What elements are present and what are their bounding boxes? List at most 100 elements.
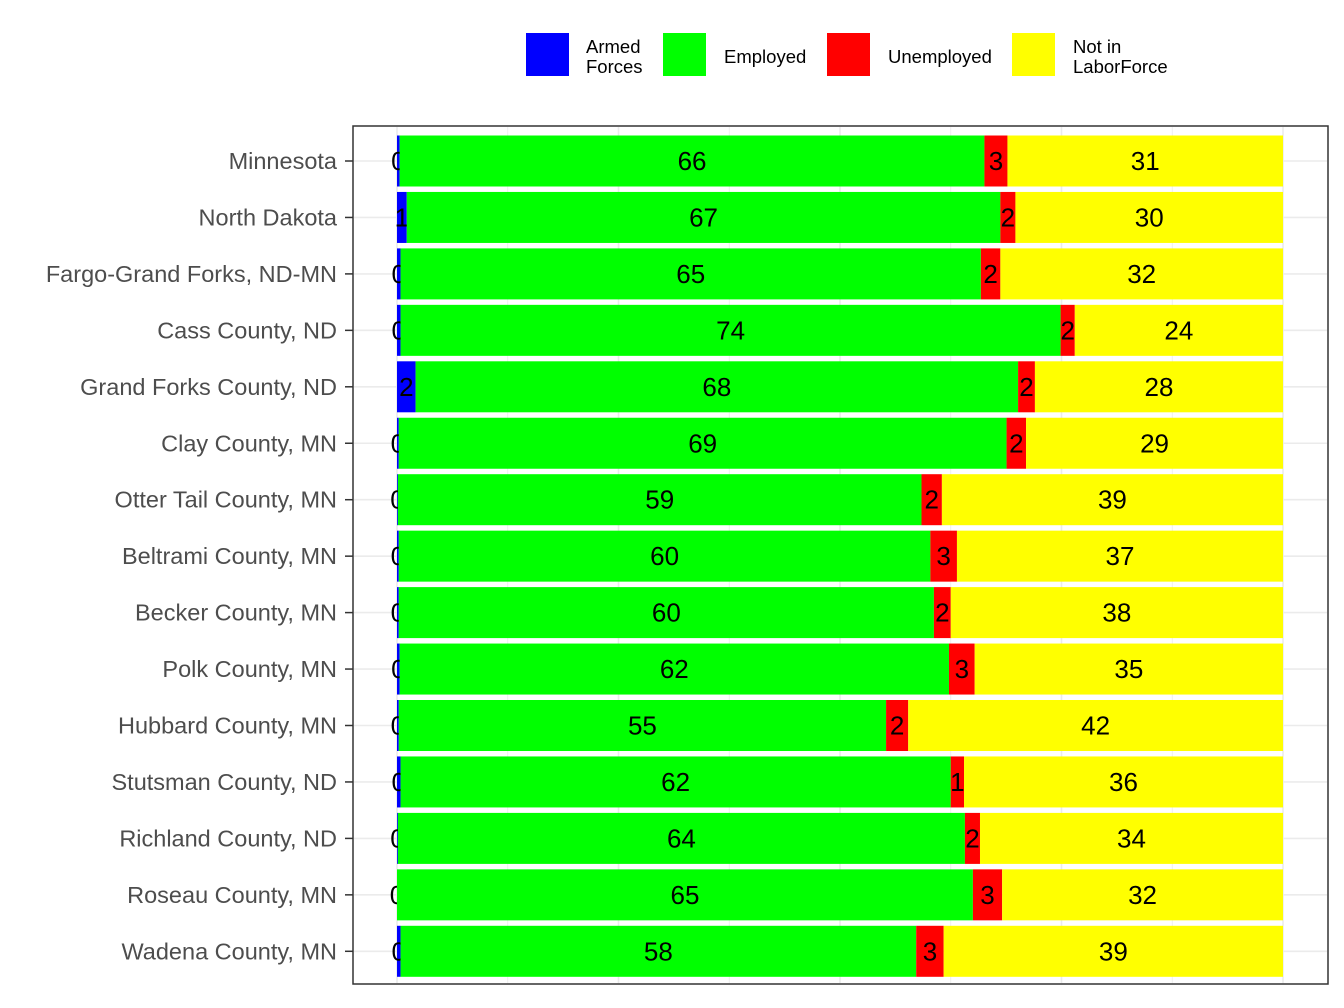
bar-segment-employed	[400, 756, 951, 808]
bar-segment-employed	[400, 304, 1061, 356]
bar-segment-not-in-laborforce	[1007, 135, 1283, 187]
bar-segment-not-in-laborforce	[974, 643, 1283, 695]
legend-label: Unemployed	[888, 46, 992, 67]
bar-segment-employed	[398, 530, 931, 582]
bar-row: 0 64 2 34	[390, 812, 1283, 864]
legend-label: LaborForce	[1073, 56, 1168, 77]
bar-segment-armed-forces	[397, 248, 401, 300]
bar-data-label: 3	[936, 541, 950, 571]
bar-data-label: 32	[1127, 259, 1156, 289]
bar-segment-unemployed	[1006, 417, 1027, 469]
bar-segment-unemployed	[1000, 191, 1016, 243]
bar-segment-not-in-laborforce	[1000, 248, 1283, 300]
bar-segment-not-in-laborforce	[1002, 869, 1283, 921]
y-axis-tick-label: Grand Forks County, ND	[80, 374, 337, 400]
bar-segment-unemployed	[950, 756, 965, 808]
bar-data-label: 32	[1128, 880, 1157, 910]
bar-data-label: 39	[1098, 485, 1127, 515]
bar-row: 065332	[390, 869, 1283, 921]
bar-row: 0 58 3 39	[392, 925, 1283, 977]
bar-segment-employed	[399, 135, 985, 187]
bar-segment-not-in-laborforce	[908, 700, 1283, 751]
bar-row: 1 67 2 30	[395, 191, 1283, 243]
y-axis-tick-label: Minnesota	[229, 148, 338, 174]
bar-data-label: 2	[1019, 372, 1033, 402]
bar-row: 0 62 1 36	[392, 756, 1283, 808]
bar-segment-armed-forces	[397, 191, 407, 243]
legend-label: Armed	[586, 36, 641, 57]
bar-row: 0 74 2 24	[392, 304, 1283, 356]
legend-label: Employed	[724, 46, 806, 67]
bar-data-label: 68	[702, 372, 731, 402]
bar-data-label: 2	[965, 823, 979, 853]
bar-row: 0 62 3 35	[391, 643, 1283, 695]
bar-segment-unemployed	[886, 700, 909, 751]
bar-row: 0 66 3 31	[391, 135, 1283, 187]
bar-segment-not-in-laborforce	[943, 925, 1283, 977]
y-axis-tick-label: Becker County, MN	[135, 600, 337, 626]
bar-data-label: 67	[689, 202, 718, 232]
bar-data-label: 2	[399, 372, 413, 402]
bar-segment-employed	[397, 812, 965, 864]
bar-segment-not-in-laborforce	[1015, 191, 1283, 243]
bar-data-label: 2	[924, 485, 938, 515]
bar-data-label: 2	[935, 598, 949, 628]
bar-segment-unemployed	[933, 587, 951, 639]
legend-label: Forces	[586, 56, 643, 77]
bar-segment-armed-forces	[397, 925, 401, 977]
bar-row: 0 65 2 32	[392, 248, 1283, 300]
bar-segment-employed	[397, 869, 973, 921]
bar-segment-armed-forces	[397, 700, 399, 751]
bar-data-label: 1	[395, 202, 409, 232]
bar-data-label: 2	[983, 259, 997, 289]
bar-segment-not-in-laborforce	[1034, 361, 1283, 413]
bar-segment-armed-forces	[397, 474, 398, 526]
bar-segment-unemployed	[948, 643, 975, 695]
y-axis-tick-label: Hubbard County, MN	[118, 713, 337, 739]
bar-segment-employed	[400, 925, 917, 977]
bar-data-label: 35	[1114, 654, 1143, 684]
y-axis-tick-label: Cass County, ND	[157, 317, 337, 343]
bar-data-label: 2	[1001, 202, 1015, 232]
bar-segment-armed-forces	[397, 643, 400, 695]
bar-data-label: 28	[1144, 372, 1173, 402]
bar-segment-employed	[406, 191, 1001, 243]
bar-segment-not-in-laborforce	[956, 530, 1283, 582]
bar-segment-employed	[399, 643, 949, 695]
legend-key	[663, 33, 706, 76]
bar-data-label: 3	[923, 936, 937, 966]
bar-segment-unemployed	[980, 248, 1001, 300]
plot-panel-border	[352, 125, 1329, 985]
bar-row: 0 60 3 37	[391, 530, 1283, 582]
legend-item: Employed	[663, 33, 806, 76]
bar-data-label: 38	[1102, 598, 1131, 628]
bar-data-label: 29	[1140, 428, 1169, 458]
bar-data-label: 65	[676, 259, 705, 289]
bar-row: 0 59 2 39	[390, 474, 1283, 526]
bar-segment-armed-forces	[397, 361, 416, 413]
bar-segment-employed	[415, 361, 1019, 413]
bar-segment-unemployed	[1060, 304, 1075, 356]
y-axis-tick-labels: Minnesota North Dakota Fargo-Grand Forks, …	[46, 148, 353, 964]
bar-data-label: 24	[1164, 315, 1193, 345]
bar-data-label: 39	[1099, 936, 1128, 966]
bar-segment-armed-forces	[397, 756, 401, 808]
bar-data-label: 30	[1135, 202, 1164, 232]
bar-row: 0 55 2 42	[391, 700, 1283, 751]
bar-segment-employed	[398, 417, 1007, 469]
bar-row: 2 68 2 28	[397, 361, 1283, 413]
bar-segment-employed	[397, 474, 922, 526]
bar-data-label: 60	[652, 598, 681, 628]
bar-data-label: 37	[1106, 541, 1135, 571]
bar-data-label: 66	[678, 146, 707, 176]
legend-key	[1012, 33, 1055, 76]
bar-data-label: 2	[1009, 428, 1023, 458]
bar-data-label: 3	[955, 654, 969, 684]
bar-segment-employed	[398, 587, 934, 639]
bar-segment-not-in-laborforce	[950, 587, 1283, 639]
bar-data-label: 3	[989, 146, 1003, 176]
y-axis-tick-label: Beltrami County, MN	[122, 543, 337, 569]
bar-data-label: 1	[950, 767, 964, 797]
legend-item: Unemployed	[827, 33, 992, 76]
bar-segment-unemployed	[930, 530, 957, 582]
